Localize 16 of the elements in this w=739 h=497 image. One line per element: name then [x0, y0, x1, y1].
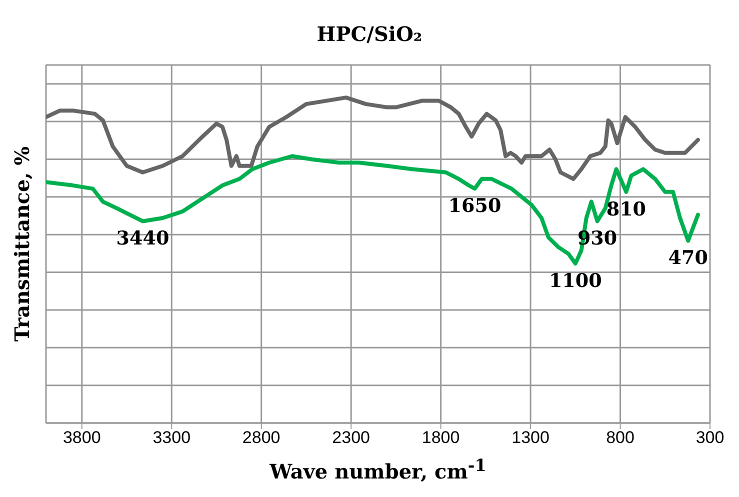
x-tick-label: 1300 [512, 428, 550, 448]
x-tick-label: 2300 [332, 428, 370, 448]
annotation: 470 [668, 247, 708, 270]
chart-title: HPC/SiO₂ [316, 22, 424, 46]
x-tick-label: 800 [606, 428, 634, 448]
x-tick-label: 300 [696, 428, 724, 448]
x-axis-title: Wave number, cm$^{-1}$ [268, 455, 488, 484]
x-tick-label: 3300 [152, 428, 191, 448]
annotation: 810 [606, 198, 646, 220]
x-tick-label: 3800 [62, 428, 101, 448]
annotation: 1100 [548, 270, 602, 292]
annotation: 3440 [116, 228, 170, 250]
annotation: 1650 [448, 195, 502, 218]
y-axis-title: Transmittance, % [9, 145, 35, 344]
x-tick-label: 2800 [242, 428, 280, 448]
x-tick-label: 1800 [422, 428, 460, 448]
